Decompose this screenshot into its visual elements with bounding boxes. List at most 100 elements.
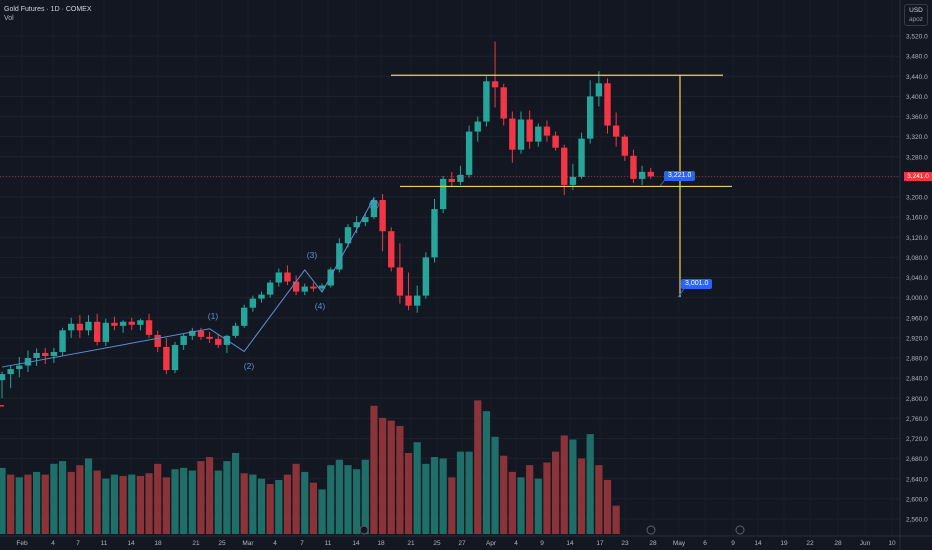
x-tick-label: Feb [16, 540, 28, 547]
y-tick-label: 2,600.0 [906, 496, 928, 503]
candle-body [119, 321, 127, 326]
volume-bar [612, 505, 620, 534]
candle-body [457, 174, 464, 182]
elliott-wave-label: (1) [208, 311, 219, 321]
candle-body [111, 322, 118, 326]
x-tick-label: 19 [780, 540, 788, 547]
candle-body [595, 83, 603, 97]
volume-bar [15, 477, 23, 534]
volume-bar [292, 463, 300, 534]
elliott-wave-label: (4) [315, 301, 326, 311]
volume-bar [335, 459, 343, 534]
volume-bar [387, 420, 395, 534]
volume-bar [249, 474, 257, 534]
x-tick-label: 14 [352, 540, 360, 547]
x-tick-label: 7 [76, 540, 80, 547]
volume-bar [543, 462, 551, 534]
candle-body [414, 295, 421, 306]
x-tick-label: 25 [218, 540, 226, 547]
candle-body [76, 323, 84, 331]
volume-bar [309, 482, 317, 534]
x-tick-label: 4 [51, 540, 55, 547]
candle-body [154, 334, 161, 347]
volume-bar [534, 478, 542, 534]
volume-bar [206, 457, 214, 534]
y-tick-label: 2,560.0 [906, 517, 928, 524]
elliott-wave-line [1, 197, 375, 368]
elliott-wave-label: (5) [369, 199, 380, 209]
candle-body [275, 272, 282, 283]
candle-body [535, 126, 542, 142]
x-tick-label: 18 [154, 540, 162, 547]
volume-bar [128, 474, 136, 534]
candle-body [552, 135, 559, 148]
candle-body [621, 136, 628, 156]
candle-body [569, 176, 577, 185]
y-tick-label: 3,360.0 [906, 114, 928, 121]
candle-body [68, 323, 75, 331]
volume-bar [344, 465, 352, 534]
volume-bar [76, 465, 84, 534]
candle-body [0, 374, 6, 381]
candle-body [422, 257, 430, 296]
volume-bar [7, 474, 15, 534]
candle-body [145, 320, 153, 335]
y-tick-label: 3,080.0 [906, 255, 928, 262]
volume-bar [33, 471, 41, 534]
volume-bar [84, 458, 93, 534]
candle-body [171, 344, 179, 371]
x-tick-label: 11 [325, 540, 332, 547]
volume-bar [353, 469, 361, 534]
volume-bar [586, 434, 594, 534]
volume-bar [552, 451, 560, 534]
y-tick-label: 3,320.0 [906, 134, 928, 141]
volume-bar [214, 470, 222, 534]
candle-body [578, 138, 585, 177]
volume-bar [301, 471, 309, 534]
volume-bar [439, 458, 447, 534]
x-tick-label: 23 [621, 540, 629, 547]
volume-bar [50, 463, 58, 534]
candle-body [42, 352, 49, 356]
volume-bar [110, 474, 119, 534]
candle-body [180, 335, 187, 345]
candle-body [292, 281, 300, 292]
currency-selector[interactable]: USD apoz [904, 4, 928, 26]
candle-body [612, 125, 620, 137]
candle-body [232, 325, 239, 336]
candle-body [491, 81, 499, 88]
volume-bar [526, 465, 534, 534]
volume-bar [560, 435, 568, 534]
x-tick-label: 9 [731, 540, 735, 547]
event-marker-icon [359, 525, 369, 535]
volume-bar [327, 465, 335, 534]
volume-bar [517, 477, 525, 534]
volume-bar [171, 469, 179, 534]
candle-body [189, 330, 196, 336]
volume-bar [275, 480, 283, 534]
x-tick-label: 14 [566, 540, 574, 547]
candle-body [561, 147, 568, 185]
candle-body [362, 217, 369, 223]
volume-bar [413, 442, 421, 534]
x-tick-label: 21 [192, 540, 200, 547]
candle-body [137, 320, 144, 325]
candle-body [93, 321, 101, 342]
event-marker-icon [735, 525, 745, 535]
candle-body [327, 269, 334, 286]
x-tick-label: 18 [377, 540, 385, 547]
candle-body [344, 227, 352, 244]
x-tick-label: 25 [433, 540, 441, 547]
x-tick-label: 7 [300, 540, 304, 547]
target-price-pill[interactable]: 3,001.0 [681, 279, 713, 290]
volume-bar [430, 457, 439, 534]
candle-body [284, 272, 291, 282]
volume-bar [569, 439, 577, 534]
candle-body [379, 200, 386, 232]
neckline-price-pill[interactable]: 3,221.0 [664, 171, 696, 182]
x-tick-label: 14 [754, 540, 762, 547]
y-tick-label: 3,520.0 [906, 34, 928, 41]
volume-bar [318, 489, 326, 534]
